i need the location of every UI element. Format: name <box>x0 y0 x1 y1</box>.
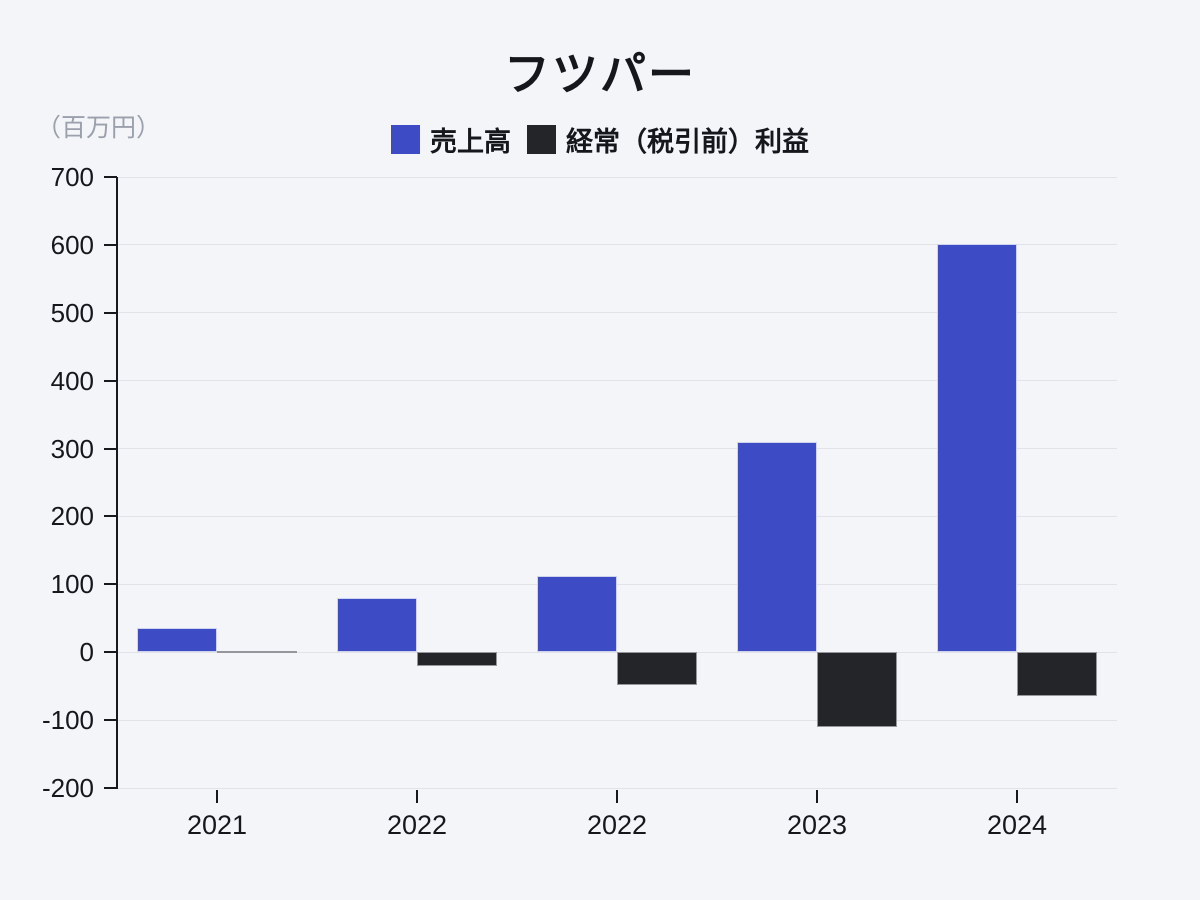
bar-revenue-2022 <box>537 576 617 653</box>
y-axis-tick <box>104 243 117 246</box>
y-axis-line <box>116 177 118 789</box>
y-axis-label: -200 <box>41 773 94 803</box>
gridline <box>117 515 1117 517</box>
y-axis-label: 400 <box>50 365 94 396</box>
y-axis-tick <box>104 787 117 789</box>
bar-profit-2024 <box>1017 652 1097 697</box>
legend-label-profit: 経常（税引前）利益 <box>566 127 809 157</box>
gridline <box>117 380 1117 382</box>
legend-label-revenue: 売上高 <box>430 127 511 157</box>
bar-profit-2022 <box>417 652 497 666</box>
gridline <box>117 448 1117 450</box>
chart-title: フツパー <box>504 48 696 100</box>
gridline <box>117 787 1117 789</box>
gridline <box>117 244 1117 246</box>
x-axis-label: 2021 <box>186 810 248 840</box>
bar-revenue-2022 <box>337 597 417 653</box>
y-axis-label: 500 <box>50 297 94 328</box>
x-axis-label: 2023 <box>786 810 848 840</box>
bar-profit-2023 <box>817 652 897 727</box>
y-axis-label: -100 <box>41 705 94 736</box>
x-axis-tick <box>616 790 618 803</box>
y-axis-tick <box>104 651 117 654</box>
bar-revenue-2021 <box>137 628 217 653</box>
x-axis-label: 2022 <box>586 810 648 840</box>
bar-profit-2022 <box>617 652 697 685</box>
gridline <box>117 312 1117 314</box>
y-axis-tick <box>104 447 117 450</box>
gridline <box>117 176 1117 178</box>
y-axis-tick <box>104 515 117 518</box>
y-axis-unit-label: （百万円） <box>36 114 162 142</box>
legend: 売上高 経常（税引前）利益 <box>0 120 1200 159</box>
y-axis-tick <box>104 311 117 314</box>
x-axis-label: 2024 <box>986 810 1048 840</box>
y-axis-tick <box>104 176 117 178</box>
x-axis-tick <box>1016 790 1018 803</box>
y-axis-label: 600 <box>50 229 94 260</box>
y-axis-tick <box>104 583 117 586</box>
bar-profit-2021 <box>217 651 297 654</box>
y-axis-label: 700 <box>50 162 94 192</box>
y-axis-tick <box>104 719 117 722</box>
y-axis-label: 100 <box>50 569 94 600</box>
legend-swatch-profit <box>527 125 556 154</box>
bar-revenue-2024 <box>937 243 1017 653</box>
bar-revenue-2023 <box>737 441 817 653</box>
x-axis-tick <box>216 790 218 803</box>
y-axis-label: 200 <box>50 501 94 532</box>
x-axis-tick <box>816 790 818 803</box>
y-axis-tick <box>104 379 117 382</box>
gridline <box>117 583 1117 585</box>
legend-item-revenue: 売上高 <box>391 120 511 159</box>
x-axis-tick <box>416 790 418 803</box>
y-axis-label: 300 <box>50 433 94 464</box>
y-axis-label: 0 <box>79 637 94 668</box>
x-axis-label: 2022 <box>386 810 448 840</box>
legend-swatch-revenue <box>391 125 420 154</box>
gridline <box>117 719 1117 721</box>
plot-area: 700 600 500 400 300 200 100 0 -100 -200 2021 2022 20… <box>42 162 1117 840</box>
legend-item-profit: 経常（税引前）利益 <box>527 120 809 159</box>
